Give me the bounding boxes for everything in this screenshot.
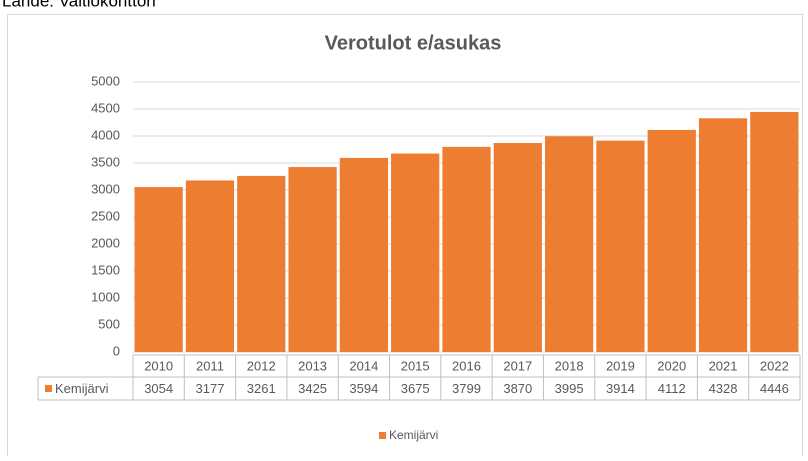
y-tick-label: 4000 bbox=[91, 127, 120, 142]
x-tick-label: 2020 bbox=[657, 358, 686, 373]
y-tick-label: 5000 bbox=[91, 73, 120, 88]
y-tick-label: 2000 bbox=[91, 235, 120, 250]
table-value: 3995 bbox=[555, 381, 584, 396]
bar bbox=[545, 136, 594, 352]
y-tick-label: 4500 bbox=[91, 100, 120, 115]
x-tick-label: 2022 bbox=[760, 358, 789, 373]
y-tick-label: 1500 bbox=[91, 262, 120, 277]
bar bbox=[596, 140, 645, 352]
bar bbox=[237, 175, 286, 352]
table-value: 3177 bbox=[196, 381, 225, 396]
bar bbox=[391, 153, 440, 352]
table-series-name: Kemijärvi bbox=[55, 381, 109, 396]
bar bbox=[750, 111, 799, 352]
x-tick-label: 2019 bbox=[606, 358, 635, 373]
bar bbox=[185, 180, 235, 352]
x-tick-label: 2010 bbox=[144, 358, 173, 373]
x-tick-label: 2018 bbox=[555, 358, 584, 373]
table-value: 3054 bbox=[144, 381, 173, 396]
table-value: 3914 bbox=[606, 381, 635, 396]
bar bbox=[698, 118, 748, 353]
table-value: 4112 bbox=[658, 381, 686, 396]
bar bbox=[442, 146, 491, 352]
table-value: 3799 bbox=[452, 381, 481, 396]
x-tick-label: 2015 bbox=[401, 358, 430, 373]
legend-key bbox=[379, 432, 386, 439]
y-tick-label: 2500 bbox=[91, 208, 120, 223]
x-tick-label: 2013 bbox=[298, 358, 327, 373]
bar bbox=[288, 167, 337, 352]
bar bbox=[493, 143, 542, 352]
table-value: 4328 bbox=[709, 381, 738, 396]
legend-key bbox=[45, 385, 52, 392]
table-value: 3594 bbox=[349, 381, 378, 396]
x-tick-label: 2016 bbox=[452, 358, 481, 373]
table-value: 3425 bbox=[298, 381, 327, 396]
y-tick-label: 500 bbox=[98, 316, 120, 331]
legend-label: Kemijärvi bbox=[389, 428, 438, 442]
table-value: 4446 bbox=[760, 381, 789, 396]
y-tick-label: 0 bbox=[113, 343, 120, 358]
y-tick-label: 3000 bbox=[91, 181, 120, 196]
bar bbox=[339, 157, 388, 352]
x-tick-label: 2014 bbox=[349, 358, 378, 373]
x-tick-label: 2011 bbox=[196, 358, 224, 373]
bar bbox=[134, 187, 183, 352]
chart-title: Verotulot e/asukas bbox=[325, 32, 502, 54]
x-tick-label: 2012 bbox=[247, 358, 276, 373]
y-tick-label: 3500 bbox=[91, 154, 120, 169]
bar bbox=[647, 129, 696, 352]
table-value: 3261 bbox=[247, 381, 276, 396]
x-tick-label: 2017 bbox=[503, 358, 532, 373]
x-tick-label: 2021 bbox=[709, 358, 738, 373]
source-note: Lähde: Valtiokonttori bbox=[2, 0, 156, 10]
table-value: 3870 bbox=[503, 381, 532, 396]
y-tick-label: 1000 bbox=[91, 289, 120, 304]
table-value: 3675 bbox=[401, 381, 430, 396]
